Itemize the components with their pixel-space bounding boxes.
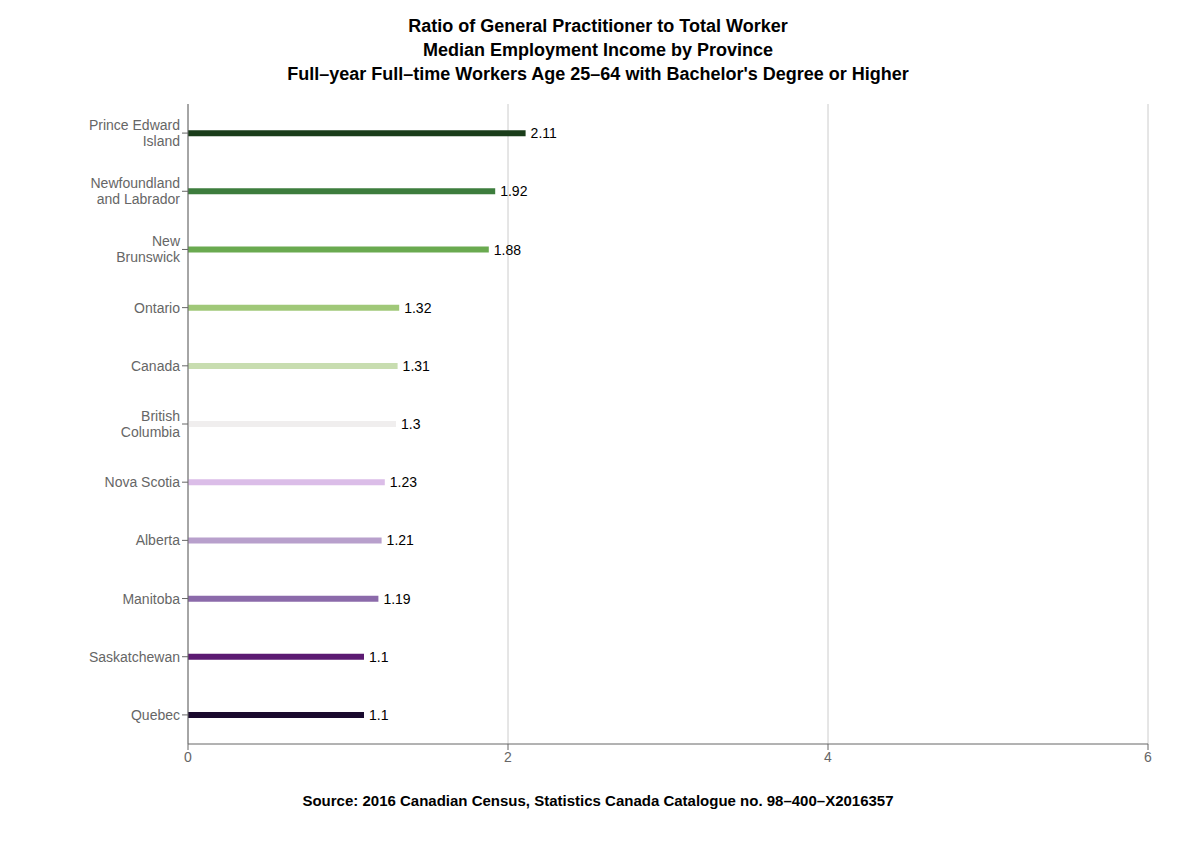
svg-text:1.1: 1.1 — [369, 649, 389, 665]
svg-text:1.21: 1.21 — [387, 532, 414, 548]
svg-text:1.92: 1.92 — [500, 183, 527, 199]
svg-text:1.23: 1.23 — [390, 474, 417, 490]
svg-text:1.88: 1.88 — [494, 242, 521, 258]
svg-text:Canada: Canada — [131, 358, 180, 374]
svg-text:BritishColumbia: BritishColumbia — [121, 408, 180, 440]
svg-text:Prince EdwardIsland: Prince EdwardIsland — [89, 117, 180, 149]
svg-text:1.3: 1.3 — [401, 416, 421, 432]
svg-text:Nova Scotia: Nova Scotia — [105, 474, 181, 490]
svg-text:NewBrunswick: NewBrunswick — [116, 233, 181, 265]
svg-text:Manitoba: Manitoba — [122, 591, 180, 607]
svg-text:1.19: 1.19 — [383, 591, 410, 607]
svg-text:0: 0 — [184, 749, 192, 765]
svg-text:6: 6 — [1144, 749, 1152, 765]
svg-text:2: 2 — [504, 749, 512, 765]
svg-text:1.1: 1.1 — [369, 707, 389, 723]
svg-text:Quebec: Quebec — [131, 707, 180, 723]
svg-text:4: 4 — [824, 749, 832, 765]
html-text:Source: 2016 Canadian Census,: Source: 2016 Canadian Census, Statistics… — [302, 792, 894, 809]
svg-text:Ontario: Ontario — [134, 300, 180, 316]
html-text:Full–year Full–time Workers Ag: Full–year Full–time Workers Age 25–64 wi… — [287, 64, 909, 84]
svg-text:Newfoundlandand Labrador: Newfoundlandand Labrador — [90, 175, 180, 207]
svg-text:2.11: 2.11 — [531, 125, 557, 141]
svg-text:Saskatchewan: Saskatchewan — [89, 649, 180, 665]
svg-text:1.31: 1.31 — [403, 358, 430, 374]
html-text:Median Employment Income by Pr: Median Employment Income by Province — [423, 40, 773, 60]
html-text:Ratio of General Practitioner: Ratio of General Practitioner to Total W… — [408, 16, 788, 36]
svg-text:1.32: 1.32 — [404, 300, 431, 316]
svg-text:Alberta: Alberta — [136, 532, 181, 548]
